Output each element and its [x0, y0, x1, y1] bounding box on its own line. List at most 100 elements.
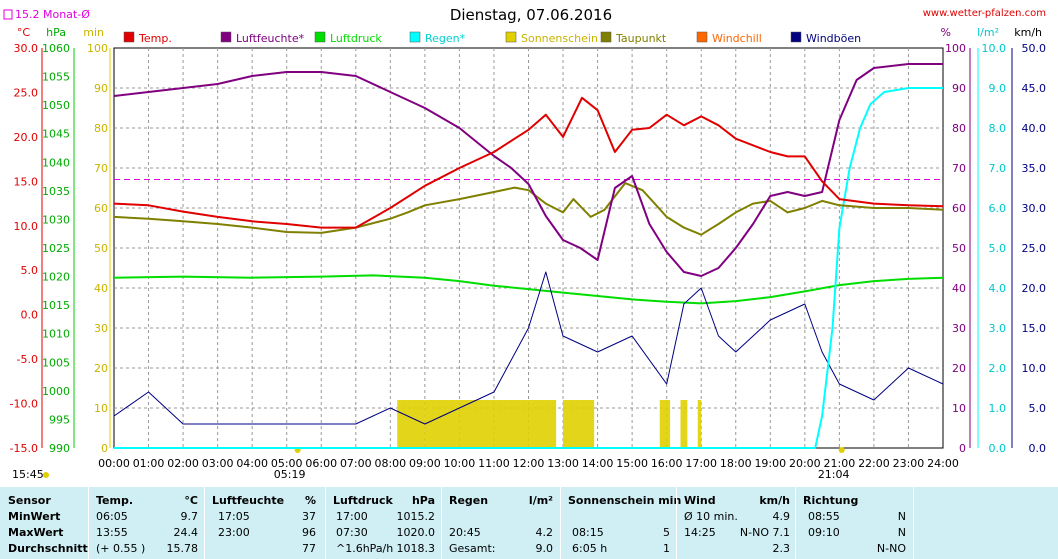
- pressure-tick-label: 1030: [42, 213, 70, 226]
- legend-swatch: [314, 31, 326, 43]
- legend-label: Luftdruck: [330, 32, 382, 45]
- sunshine-tick-label: 10: [94, 402, 108, 415]
- legend-swatch: [220, 31, 232, 43]
- pressure-unit-label: hPa: [46, 26, 66, 39]
- wind-tick-label: 30.0: [1022, 202, 1047, 215]
- wind-unit-label: km/h: [1014, 26, 1042, 39]
- x-tick-label: 09:00: [409, 457, 441, 470]
- temp-value: 24.4: [173, 526, 199, 539]
- header-temp: Temp.: [96, 494, 134, 507]
- sunrise-label: 05:19: [274, 468, 306, 481]
- x-tick-label: 04:00: [236, 457, 268, 470]
- x-tick-label: 13:00: [547, 457, 579, 470]
- pressure-tick-label: 1000: [42, 385, 70, 398]
- pressure-tick-label: 1060: [42, 42, 70, 55]
- website-label: www.wetter-pfalzen.com: [923, 8, 1046, 19]
- legend-label: Windchill: [712, 32, 762, 45]
- table-separator: [913, 487, 914, 559]
- wind-gust-line: [113, 271, 944, 425]
- table-separator: [795, 487, 796, 559]
- direction-value: N: [897, 526, 906, 539]
- hour-marker-dot: [43, 472, 49, 478]
- humidity-tick-label: 70: [952, 162, 966, 175]
- temp-time: 13:55: [96, 526, 128, 539]
- sunshine-bar: [697, 400, 702, 448]
- wind-time: 14:25: [684, 526, 716, 539]
- legend-label: Sonnenschein: [521, 32, 598, 45]
- legend-swatch: [600, 31, 612, 43]
- rain-tick-label: 1.0: [989, 402, 1007, 415]
- humidity-tick-label: 40: [952, 282, 966, 295]
- temp-tick-label: 25.0: [14, 86, 39, 99]
- wind-tick-label: 0.0: [1029, 442, 1047, 455]
- header-humidity: Luftfeuchte: [212, 494, 285, 507]
- humidity-tick-label: 100: [945, 42, 966, 55]
- sunshine-bar: [397, 400, 425, 448]
- temp-value: 9.7: [180, 510, 199, 523]
- x-tick-label: 24:00: [927, 457, 959, 470]
- humidity-value: 37: [302, 510, 316, 523]
- pressure-tick-label: 1015: [42, 299, 70, 312]
- pressure-line: [113, 274, 944, 305]
- pressure-tick-label: 1010: [42, 328, 70, 341]
- humidity-unit-label: %: [941, 26, 951, 39]
- legend-label: Temp.: [138, 32, 172, 45]
- pressure-tick-label: 1040: [42, 156, 70, 169]
- pressure-tick-label: 1035: [42, 185, 70, 198]
- rain-tick-label: 4.0: [989, 282, 1007, 295]
- humidity-tick-label: 10: [952, 402, 966, 415]
- x-tick-label: 05:00: [271, 457, 303, 470]
- header-humidity-unit: %: [304, 494, 316, 507]
- temp-tick-label: 0.0: [21, 309, 39, 322]
- monthly-avg-icon: [3, 9, 13, 20]
- x-tick-label: 21:00: [824, 457, 856, 470]
- sunshine-unit-label: min: [83, 26, 104, 39]
- sunshine-tick-label: 60: [94, 202, 108, 215]
- row-label: MaxWert: [8, 526, 64, 539]
- header-pressure-unit: hPa: [411, 494, 435, 507]
- pressure-tick-label: 1025: [42, 242, 70, 255]
- header-wind: Wind: [684, 494, 716, 507]
- legend-label: Luftfeuchte*: [236, 32, 305, 45]
- humidity-tick-label: 90: [952, 82, 966, 95]
- rain-line: [114, 87, 943, 449]
- legend-swatch: [790, 31, 802, 43]
- rain-tick-label: 0.0: [989, 442, 1007, 455]
- legend-swatch: [409, 31, 421, 43]
- direction-time: 08:55: [808, 510, 840, 523]
- pressure-time: ^1.6hPa/h: [336, 542, 394, 555]
- x-tick-label: 02:00: [167, 457, 199, 470]
- x-tick-label: 12:00: [513, 457, 545, 470]
- sunshine-tick-label: 30: [94, 322, 108, 335]
- pressure-time: 07:30: [336, 526, 368, 539]
- wind-tick-label: 50.0: [1022, 42, 1047, 55]
- rain-value: 4.2: [535, 526, 554, 539]
- sunshine-tick-label: 0: [101, 442, 108, 455]
- sunshine-tick-label: 50: [94, 242, 108, 255]
- x-tick-label: 16:00: [651, 457, 683, 470]
- pressure-value: 1020.0: [396, 526, 436, 539]
- humidity-tick-label: 80: [952, 122, 966, 135]
- x-tick-label: 14:00: [582, 457, 614, 470]
- wind-value: N-NO 7.1: [739, 526, 790, 539]
- wind-value: 4.9: [772, 510, 791, 523]
- temp-tick-label: 15.0: [14, 175, 39, 188]
- table-separator: [441, 487, 442, 559]
- x-tick-label: 22:00: [858, 457, 890, 470]
- humidity-line: [113, 63, 943, 277]
- wind-tick-label: 15.0: [1022, 322, 1047, 335]
- x-tick-label: 07:00: [340, 457, 372, 470]
- x-tick-label: 20:00: [789, 457, 821, 470]
- temp-tick-label: -5.0: [17, 353, 38, 366]
- monthly-avg-label: 15.2 Monat-Ø: [15, 8, 90, 21]
- sunshine-time: 6:05 h: [572, 542, 608, 555]
- rain-tick-label: 3.0: [989, 322, 1007, 335]
- humidity-time: 23:00: [218, 526, 250, 539]
- humidity-tick-label: 50: [952, 242, 966, 255]
- temp-tick-label: -15.0: [10, 442, 38, 455]
- sunshine-tick-label: 40: [94, 282, 108, 295]
- humidity-value: 96: [302, 526, 316, 539]
- humidity-tick-label: 60: [952, 202, 966, 215]
- x-tick-label: 17:00: [685, 457, 717, 470]
- header-direction: Richtung: [803, 494, 859, 507]
